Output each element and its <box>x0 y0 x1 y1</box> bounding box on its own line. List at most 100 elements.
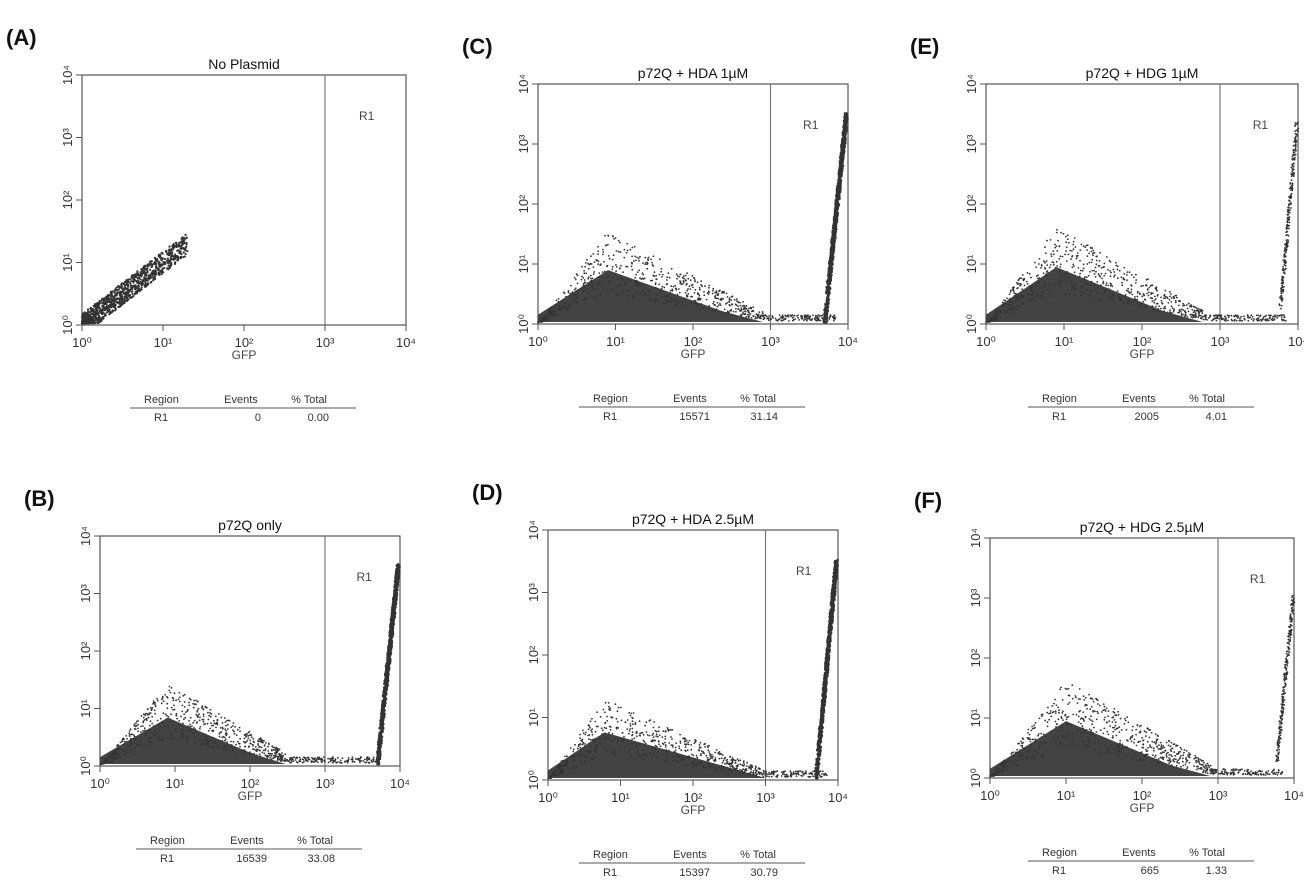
event-dot <box>676 277 678 280</box>
event-dot <box>278 753 281 756</box>
event-dot <box>658 292 661 295</box>
event-dot <box>270 755 273 757</box>
x-tick-label: 10⁴ <box>390 776 410 791</box>
event-dot <box>170 706 173 709</box>
event-dot <box>250 752 253 755</box>
event-dot <box>686 289 689 292</box>
event-dot <box>814 319 817 322</box>
event-dot <box>647 258 649 260</box>
event-dot <box>656 287 659 290</box>
event-dot <box>665 749 668 751</box>
event-dot <box>311 756 313 759</box>
event-dot <box>699 741 702 744</box>
y-tick-label: 10³ <box>516 134 531 153</box>
event-dot <box>581 287 584 289</box>
event-dot <box>842 139 846 142</box>
event-dot <box>323 759 326 762</box>
event-dot <box>631 285 633 287</box>
event-dot <box>576 294 579 297</box>
event-dot <box>264 754 267 757</box>
event-dot <box>160 702 163 705</box>
event-dot <box>231 748 234 751</box>
event-dot <box>570 284 572 287</box>
event-dot <box>775 319 778 322</box>
event-dot <box>275 748 277 750</box>
event-dot <box>827 288 831 292</box>
event-dot <box>261 739 263 741</box>
event-dot <box>87 321 90 325</box>
event-dot <box>161 736 164 739</box>
event-dot <box>269 756 272 759</box>
event-dot <box>596 743 598 746</box>
event-dot <box>109 756 111 759</box>
event-dot <box>816 317 818 319</box>
event-dot <box>629 279 632 282</box>
event-dot <box>154 257 157 260</box>
event-dot <box>139 272 143 275</box>
event-dot <box>92 310 95 313</box>
event-dot <box>151 742 153 744</box>
event-dot <box>280 754 282 757</box>
event-dot <box>209 712 211 714</box>
event-dot <box>590 255 592 258</box>
event-dot <box>190 727 193 730</box>
event-dot <box>740 314 743 317</box>
event-dot <box>695 754 698 757</box>
event-dot <box>779 316 782 319</box>
event-dot <box>602 248 604 251</box>
event-dot <box>843 116 846 119</box>
event-dot <box>787 315 790 318</box>
event-dot <box>766 317 769 319</box>
event-dot <box>692 765 695 767</box>
event-dot <box>142 716 145 719</box>
event-dot <box>153 275 156 278</box>
event-dot <box>140 725 142 728</box>
event-dot <box>149 741 152 744</box>
event-dot <box>151 265 154 268</box>
x-tick-label: 10¹ <box>154 335 173 350</box>
event-dot <box>226 728 229 730</box>
event-dot <box>148 263 151 266</box>
event-dot <box>104 759 106 762</box>
event-dot <box>721 761 724 764</box>
event-dot <box>175 712 178 715</box>
event-dot <box>140 715 143 717</box>
event-dot <box>259 737 262 740</box>
event-dot <box>675 742 678 744</box>
event-dot <box>722 298 724 300</box>
event-dot <box>633 245 636 248</box>
x-axis-label: GFP <box>238 789 263 803</box>
event-dot <box>678 275 681 278</box>
event-dot <box>834 229 837 232</box>
event-dot <box>327 757 329 760</box>
event-dot <box>132 277 135 280</box>
event-dot <box>675 273 678 276</box>
event-dot <box>720 298 722 301</box>
event-dot <box>393 608 397 612</box>
event-dot <box>128 745 130 747</box>
event-dot <box>643 758 645 760</box>
event-dot <box>636 256 638 259</box>
event-dot <box>569 292 572 295</box>
event-dot <box>797 314 799 317</box>
event-dot <box>697 298 699 301</box>
event-dot <box>112 305 115 308</box>
event-dot <box>668 276 671 279</box>
event-dot <box>840 174 843 177</box>
event-dot <box>99 300 103 303</box>
event-dot <box>161 252 164 255</box>
event-dot <box>157 735 160 738</box>
event-dot <box>132 737 135 740</box>
event-dot <box>837 198 840 201</box>
event-dot <box>608 275 610 278</box>
event-dot <box>616 294 618 296</box>
event-dot <box>713 300 715 303</box>
event-dot <box>600 294 602 296</box>
event-dot <box>835 195 839 199</box>
event-dot <box>574 759 577 762</box>
event-dot <box>686 272 688 275</box>
event-dot <box>563 306 566 308</box>
event-dot <box>134 279 137 282</box>
event-dot <box>566 308 569 311</box>
event-dot <box>692 754 695 757</box>
